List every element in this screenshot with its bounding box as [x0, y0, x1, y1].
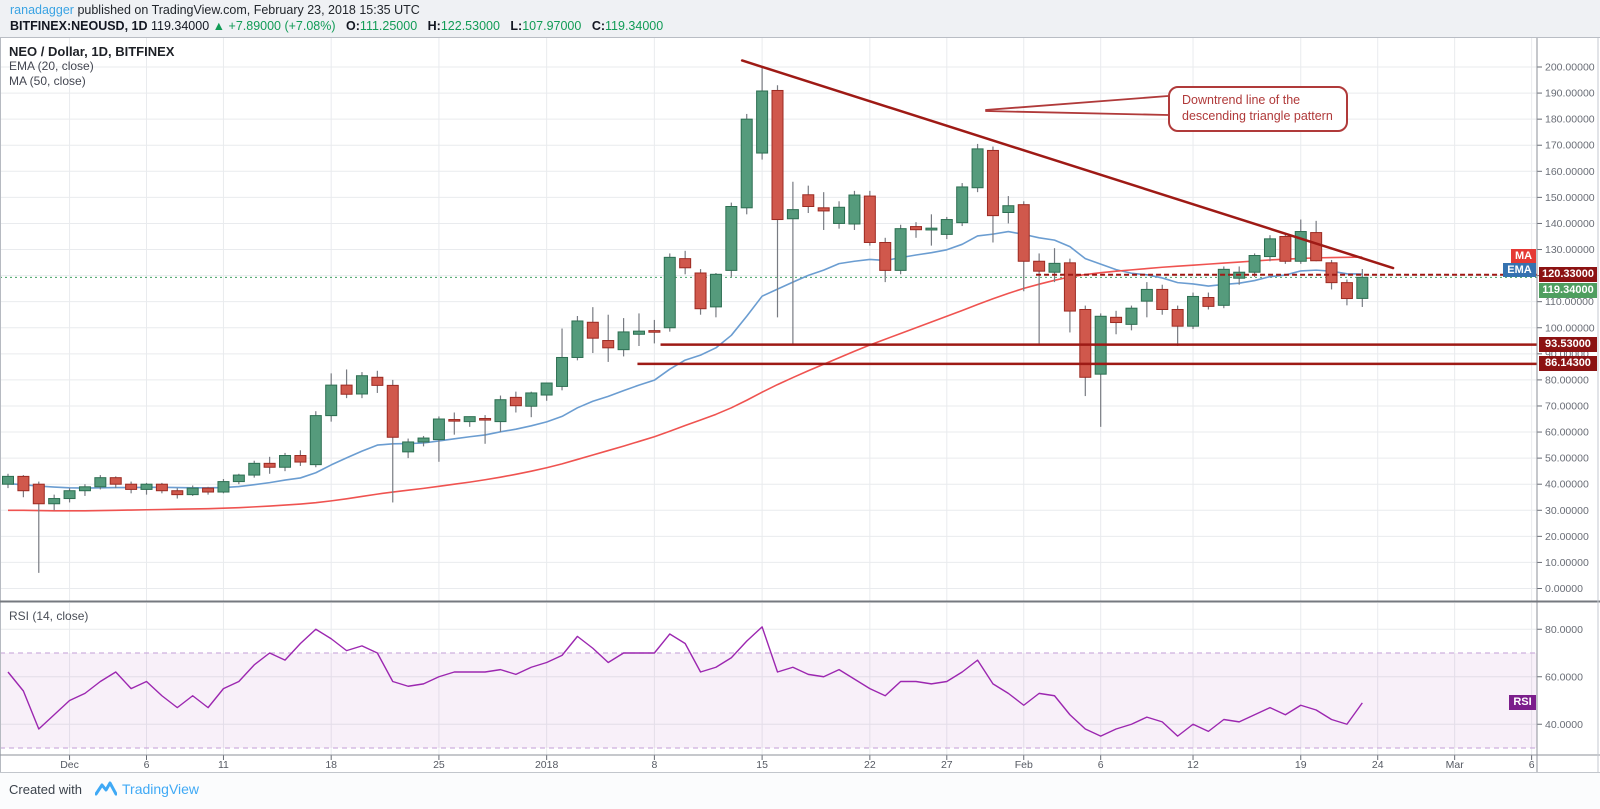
downtrend-line[interactable] [740, 59, 1395, 270]
created-with-label: Created with [9, 782, 82, 797]
callout-line1: Downtrend line of the [1182, 93, 1301, 107]
high-value: 122.53000 [440, 19, 500, 33]
svg-text:70.00000: 70.00000 [1545, 400, 1589, 412]
time-axis[interactable]: Dec 6 11 18 25 2018 8 15 22 27 Feb 6 12 19 24 Mar 6 [60, 755, 1535, 771]
svg-text:80.0000: 80.0000 [1545, 624, 1583, 636]
close-value: 119.34000 [605, 19, 664, 33]
svg-text:140.00000: 140.00000 [1545, 218, 1595, 230]
panel-borders [0, 38, 1600, 772]
annotation-callout: Downtrend line of the descending triangl… [1168, 86, 1348, 132]
svg-text:12: 12 [1187, 759, 1199, 771]
main-chart-legend: NEO / Dollar, 1D, BITFINEX EMA (20, clos… [9, 44, 174, 89]
svg-text:18: 18 [325, 759, 337, 771]
tradingview-link[interactable]: TradingView [122, 781, 200, 797]
svg-text:110.00000: 110.00000 [1545, 296, 1594, 308]
svg-text:19: 19 [1295, 759, 1307, 771]
svg-text:130.00000: 130.00000 [1545, 244, 1595, 256]
svg-text:6: 6 [144, 759, 150, 771]
rsi-legend: RSI (14, close) [9, 609, 89, 623]
svg-text:30.00000: 30.00000 [1545, 505, 1589, 517]
high-label: H: [427, 19, 441, 33]
author-link[interactable]: ranadagger [10, 3, 74, 17]
rsi-band [0, 652, 1537, 749]
last-price-value: 119.34000 [151, 19, 210, 33]
svg-text:40.0000: 40.0000 [1545, 719, 1583, 731]
svg-text:60.0000: 60.0000 [1545, 671, 1583, 683]
ma50-line [8, 256, 1363, 512]
price-line-badge: 120.33000 [1539, 267, 1597, 282]
change-value: +7.89000 (+7.08%) [228, 19, 336, 33]
close-label: C: [591, 19, 606, 33]
svg-text:0.00000: 0.00000 [1545, 583, 1583, 595]
svg-text:15: 15 [756, 759, 768, 771]
rsi-badge: RSI [1509, 695, 1536, 710]
publish-line: ranadagger published on TradingView.com,… [10, 3, 420, 17]
tradingview-logo-icon [95, 781, 117, 796]
callout-line2: descending triangle pattern [1182, 109, 1333, 124]
svg-text:200.00000: 200.00000 [1545, 62, 1595, 74]
svg-text:100.00000: 100.00000 [1545, 322, 1595, 334]
svg-text:Mar: Mar [1446, 759, 1465, 771]
svg-text:10.00000: 10.00000 [1545, 557, 1589, 569]
svg-text:Feb: Feb [1015, 759, 1033, 771]
svg-text:24: 24 [1372, 759, 1384, 771]
svg-text:6: 6 [1529, 759, 1535, 771]
support1-badge: 93.53000 [1539, 337, 1597, 352]
open-value: 111.25000 [359, 19, 418, 33]
svg-text:25: 25 [433, 759, 445, 771]
footer: Created with TradingView [0, 772, 1600, 809]
svg-text:22: 22 [864, 759, 876, 771]
last-price-badge: 119.34000 [1539, 283, 1597, 298]
publish-info: published on TradingView.com, February 2… [77, 3, 420, 17]
price-axis[interactable]: 0.00000 10.00000 20.00000 30.00000 40.00000 5… [1537, 62, 1595, 596]
svg-text:50.00000: 50.00000 [1545, 453, 1589, 465]
low-value: 107.97000 [522, 19, 582, 33]
support2-badge: 86.14300 [1539, 356, 1597, 371]
svg-text:40.00000: 40.00000 [1545, 479, 1589, 491]
ema-badge: EMA [1503, 263, 1536, 277]
svg-text:170.00000: 170.00000 [1545, 140, 1595, 152]
chart-title: NEO / Dollar, 1D, BITFINEX [9, 44, 175, 59]
svg-text:150.00000: 150.00000 [1545, 192, 1595, 204]
svg-text:6: 6 [1098, 759, 1104, 771]
ma-badge: MA [1511, 249, 1536, 263]
svg-text:20.00000: 20.00000 [1545, 531, 1589, 543]
svg-text:160.00000: 160.00000 [1545, 166, 1595, 178]
svg-text:80.00000: 80.00000 [1545, 374, 1589, 386]
svg-text:8: 8 [651, 759, 657, 771]
symbol-ohlc-line: BITFINEX:NEOUSD, 1D 119.34000 ▲ +7.89000… [10, 19, 663, 33]
header: ranadagger published on TradingView.com,… [0, 0, 1600, 38]
svg-text:Dec: Dec [60, 759, 79, 771]
svg-text:2018: 2018 [535, 759, 559, 771]
callout-pointer-top [985, 95, 1169, 111]
up-arrow-icon: ▲ [212, 19, 226, 33]
rsi-line [7, 626, 1363, 737]
ma-legend: MA (50, close) [9, 74, 86, 88]
svg-text:190.00000: 190.00000 [1545, 88, 1595, 100]
candles-layer [2, 68, 1369, 573]
svg-text:11: 11 [218, 759, 229, 771]
svg-text:27: 27 [941, 759, 953, 771]
open-label: O: [346, 19, 360, 33]
symbol-label: BITFINEX:NEOUSD, 1D [10, 19, 148, 33]
callout-pointer-bottom [985, 110, 1169, 116]
low-label: L: [510, 19, 523, 33]
ema-legend: EMA (20, close) [9, 59, 94, 73]
rsi-axis[interactable]: 40.0000 60.0000 80.0000 [1537, 624, 1583, 731]
svg-text:180.00000: 180.00000 [1545, 114, 1595, 126]
svg-text:60.00000: 60.00000 [1545, 427, 1589, 439]
